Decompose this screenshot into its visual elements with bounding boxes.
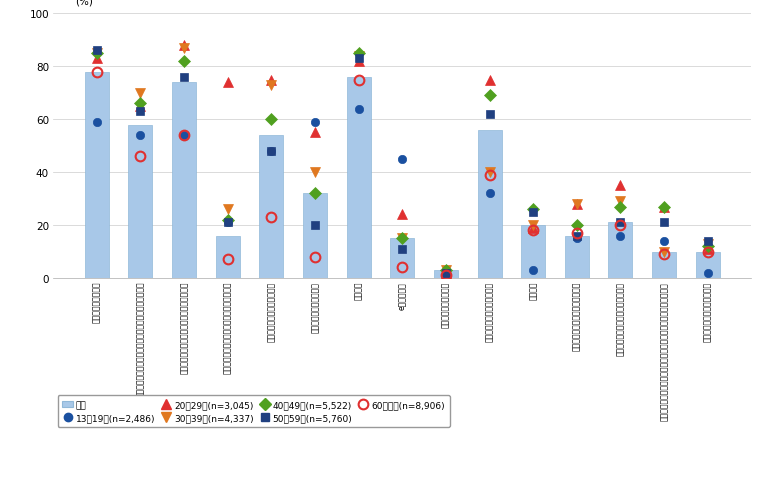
Bar — [696, 252, 720, 278]
Bar — [303, 194, 327, 278]
Bar — [477, 131, 502, 278]
Bar — [390, 239, 414, 278]
Bar — [434, 271, 458, 278]
Bar — [172, 83, 196, 278]
Bar — [85, 72, 109, 278]
Bar — [652, 252, 676, 278]
Bar — [521, 226, 545, 278]
Bar — [347, 78, 370, 278]
Bar — [216, 236, 240, 278]
Bar — [609, 223, 632, 278]
Text: (%): (%) — [75, 0, 93, 7]
Legend: 全体, 13～19歳(n=2,486), 20～29歳(n=3,045), 30～39歳(n=4,337), 40～49歳(n=5,522), 50～59歳(n: 全体, 13～19歳(n=2,486), 20～29歳(n=3,045), 30… — [58, 396, 449, 427]
Bar — [128, 125, 153, 278]
Bar — [260, 136, 283, 278]
Bar — [565, 236, 589, 278]
